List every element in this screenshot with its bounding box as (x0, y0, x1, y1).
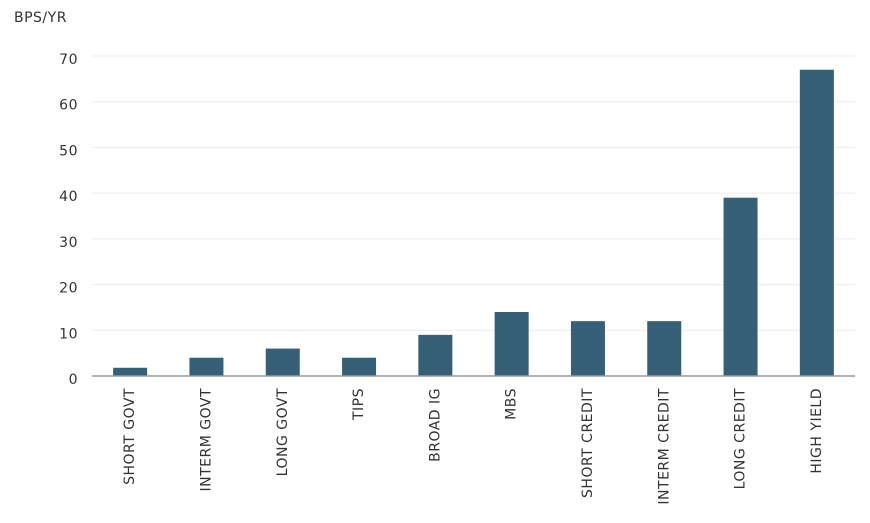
x-tick-label: BROAD IG (427, 388, 443, 462)
x-tick-label: MBS (504, 388, 520, 420)
bar (799, 69, 834, 376)
y-tick-label: 30 (59, 235, 78, 251)
bar (418, 334, 453, 376)
x-tick-label: INTERM GOVT (198, 388, 214, 492)
x-tick-label: SHORT GOVT (122, 388, 138, 485)
bar (189, 357, 224, 376)
bar (570, 321, 605, 376)
y-tick-label: 70 (59, 52, 78, 68)
x-tick-label: SHORT CREDIT (580, 388, 596, 498)
y-tick-label: 40 (59, 189, 78, 205)
bar (647, 321, 682, 376)
y-tick-label: 10 (59, 326, 78, 342)
bar (723, 197, 758, 376)
bar (342, 357, 377, 376)
y-tick-label: 0 (69, 372, 78, 388)
y-axis-label: BPS/YR (14, 10, 67, 26)
y-tick-label: 20 (59, 281, 78, 297)
x-tick-label: LONG CREDIT (733, 388, 749, 489)
y-tick-label: 50 (59, 143, 78, 159)
bar (113, 367, 148, 376)
x-tick-label: LONG GOVT (275, 388, 291, 476)
bar (494, 312, 529, 376)
bar (265, 348, 300, 376)
y-tick-label: 60 (59, 98, 78, 114)
x-tick-label: HIGH YIELD (809, 388, 825, 474)
x-tick-label: TIPS (351, 388, 367, 421)
x-tick-label: INTERM CREDIT (656, 388, 672, 505)
